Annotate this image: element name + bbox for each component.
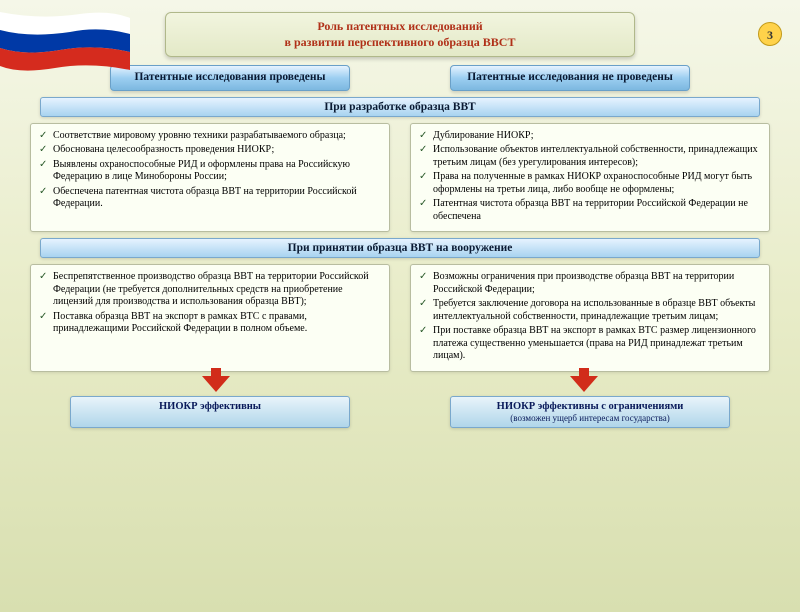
dev-left-list: Соответствие мировому уровню техники раз… — [35, 130, 381, 211]
list-item: Требуется заключение договора на использ… — [419, 298, 761, 323]
result-effective: НИОКР эффективны — [70, 396, 350, 428]
adopt-left-box: Беспрепятственное производство образца В… — [30, 264, 390, 372]
list-item: При поставке образца ВВТ на экспорт в ра… — [419, 325, 761, 363]
band-development: При разработке образца ВВТ — [40, 97, 760, 117]
slide-title: Роль патентных исследований в развитии п… — [165, 12, 635, 57]
head-conducted: Патентные исследования проведены — [110, 65, 350, 91]
list-item: Патентная чистота образца ВВТ на террито… — [419, 198, 761, 223]
list-item: Беспрепятственное производство образца В… — [39, 271, 381, 309]
list-item: Выявлены охраноспособные РИД и оформлены… — [39, 159, 381, 184]
adopt-right-list: Возможны ограничения при производстве об… — [415, 271, 761, 363]
adopt-left-list: Беспрепятственное производство образца В… — [35, 271, 381, 336]
flag-decoration — [0, 12, 130, 82]
result-right-main: НИОКР эффективны с ограничениями — [497, 401, 684, 412]
list-item: Права на полученные в рамках НИОКР охран… — [419, 171, 761, 196]
adopt-right-box: Возможны ограничения при производстве об… — [410, 264, 770, 372]
list-item: Поставка образца ВВТ на экспорт в рамках… — [39, 311, 381, 336]
list-item: Обоснована целесообразность проведения Н… — [39, 144, 381, 157]
list-item: Использование объектов интеллектуальной … — [419, 144, 761, 169]
head-not-conducted: Патентные исследования не проведены — [450, 65, 690, 91]
arrow-down-icon — [202, 376, 230, 392]
list-item: Обеспечена патентная чистота образца ВВТ… — [39, 186, 381, 211]
title-line2: в развитии перспективного образца ВВСТ — [178, 35, 622, 51]
result-right-sub: (возможен ущерб интересам государства) — [459, 413, 721, 423]
list-item: Соответствие мировому уровню техники раз… — [39, 130, 381, 143]
list-item: Дублирование НИОКР; — [419, 130, 761, 143]
page-number-badge: 3 — [758, 22, 782, 46]
dev-left-box: Соответствие мировому уровню техники раз… — [30, 123, 390, 233]
arrow-down-icon — [570, 376, 598, 392]
dev-right-list: Дублирование НИОКР; Использование объект… — [415, 130, 761, 224]
band-adoption: При принятии образца ВВТ на вооружение — [40, 238, 760, 258]
dev-right-box: Дублирование НИОКР; Использование объект… — [410, 123, 770, 233]
list-item: Возможны ограничения при производстве об… — [419, 271, 761, 296]
title-line1: Роль патентных исследований — [178, 19, 622, 35]
result-limited: НИОКР эффективны с ограничениями (возмож… — [450, 396, 730, 428]
